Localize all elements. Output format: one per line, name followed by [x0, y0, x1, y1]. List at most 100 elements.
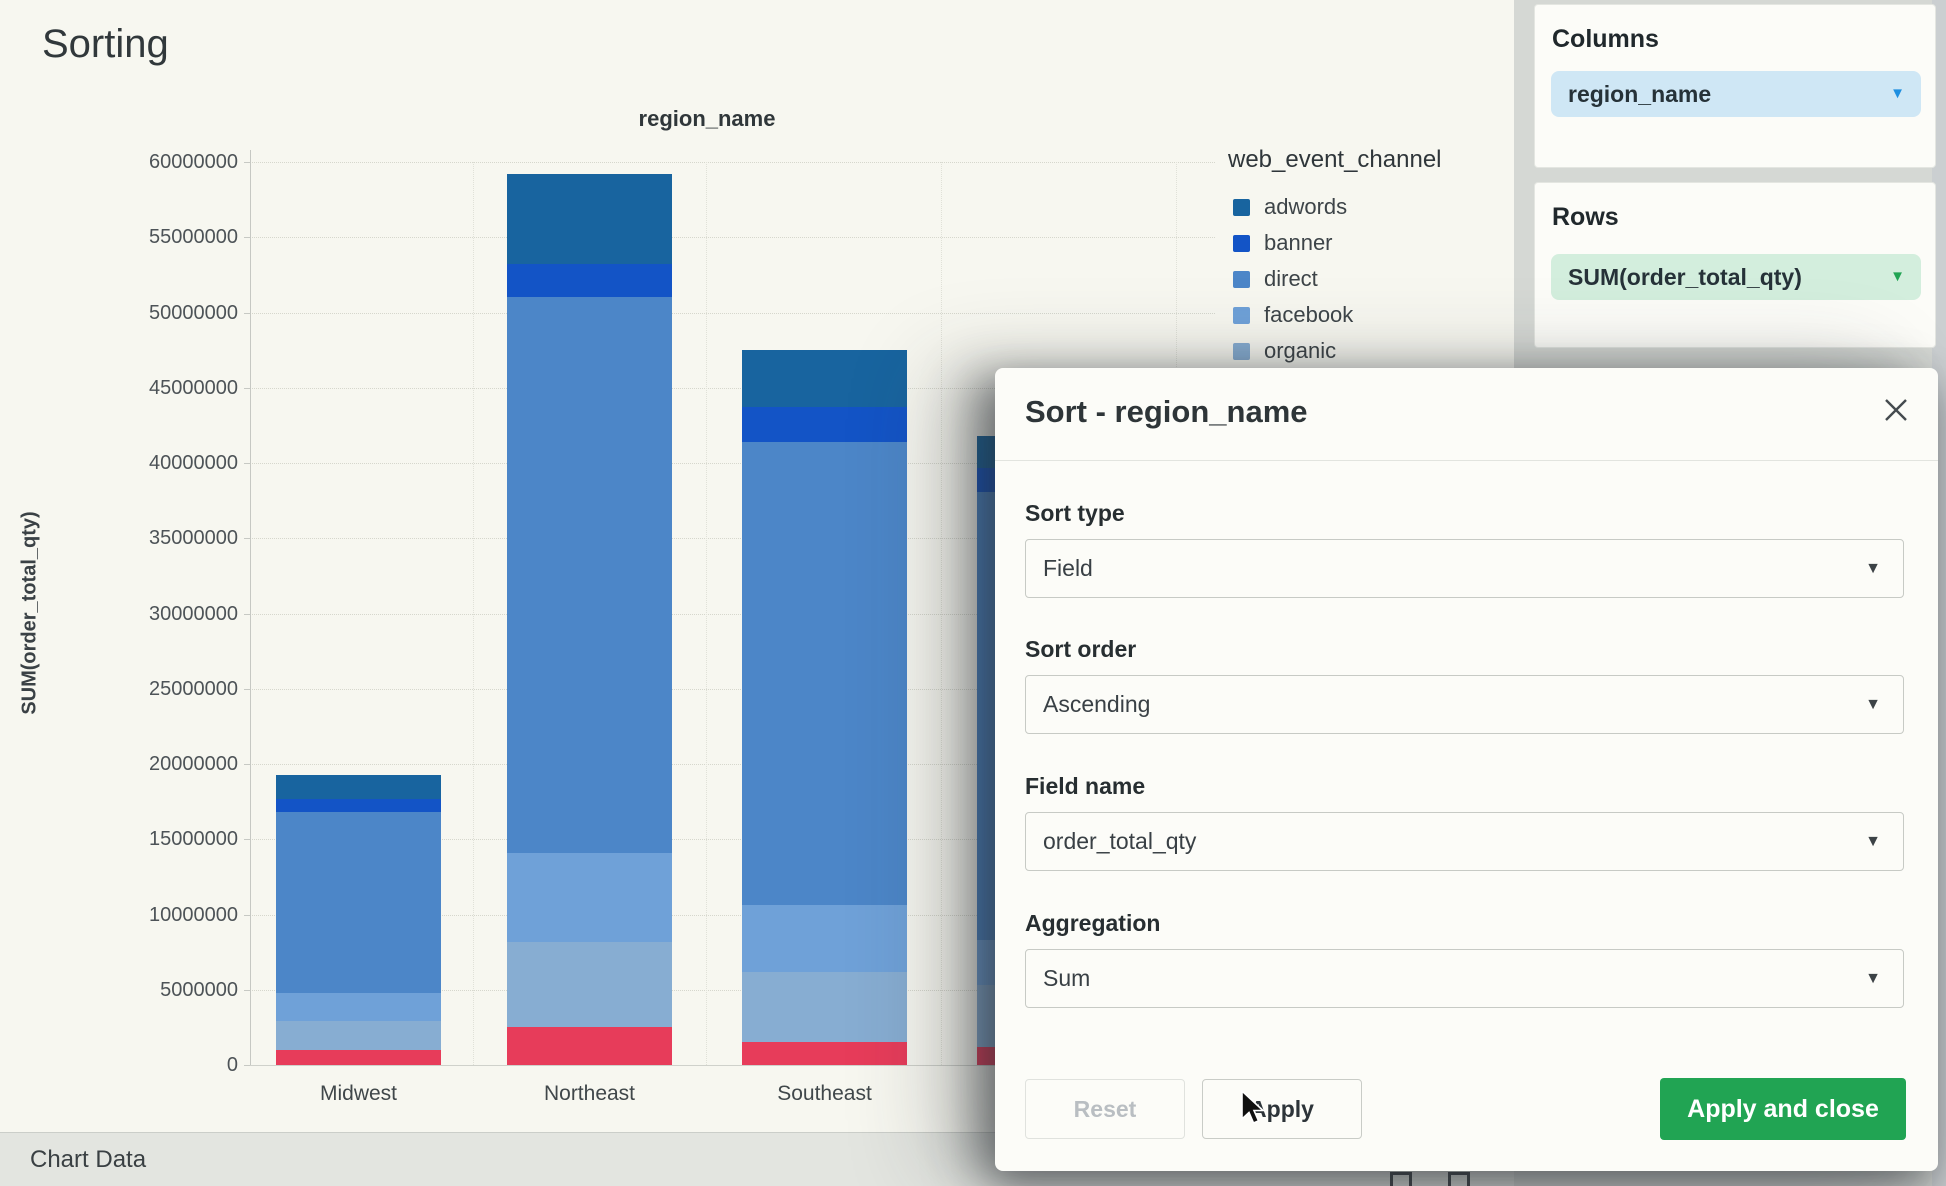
bar-Northeast-facebook[interactable] [507, 852, 672, 942]
reset-button[interactable]: Reset [1025, 1079, 1185, 1139]
chevron-down-icon: ▼ [1865, 970, 1881, 987]
legend-item-banner[interactable]: banner [1233, 230, 1333, 256]
chevron-down-icon: ▼ [1865, 560, 1881, 577]
rows-field-pill[interactable]: SUM(order_total_qty) ▼ [1551, 254, 1921, 300]
y-tick-mark [244, 989, 250, 991]
gridline [250, 688, 1215, 690]
legend-item-label: facebook [1264, 302, 1354, 327]
y-tick-label: 0 [226, 1054, 238, 1076]
mouse-cursor [1241, 1089, 1267, 1131]
sort-type-select[interactable]: Field ▼ [1025, 539, 1904, 598]
dialog-title: Sort - region_name [1025, 394, 1308, 429]
gridline [250, 538, 1215, 540]
y-tick-label: 50000000 [149, 301, 238, 324]
bar-Midwest-organic[interactable] [276, 1021, 441, 1050]
y-tick-mark [244, 463, 250, 464]
legend-item-direct[interactable]: direct [1233, 266, 1318, 292]
bar-Southeast-direct[interactable] [742, 441, 907, 906]
field-name-select[interactable]: order_total_qty ▼ [1025, 812, 1904, 871]
legend-swatch-icon [1233, 198, 1250, 216]
sort-type-label: Sort type [1025, 500, 1125, 526]
sort-order-group: Sort order Ascending ▼ [1025, 636, 1904, 734]
apply-button[interactable]: Apply [1202, 1079, 1362, 1139]
bar-Midwest-facebook[interactable] [276, 992, 441, 1022]
y-tick-label: 10000000 [149, 903, 238, 926]
y-tick-label: 20000000 [149, 753, 238, 775]
y-tick-mark [244, 688, 250, 690]
sort-order-label: Sort order [1025, 636, 1137, 662]
y-tick-label: 15000000 [149, 828, 238, 851]
bar-Midwest-banner[interactable] [276, 798, 441, 813]
y-tick-label: 35000000 [149, 527, 238, 550]
x-axis-line [250, 1065, 1215, 1066]
y-tick-label: 30000000 [149, 602, 238, 625]
gridline [250, 237, 1215, 239]
gridline [250, 463, 1215, 464]
columns-heading: Columns [1552, 25, 1659, 53]
y-tick-label: 5000000 [160, 978, 238, 1001]
y-tick-label: 55000000 [149, 226, 238, 249]
y-tick-mark [244, 312, 250, 314]
y-tick-mark [244, 914, 250, 916]
sort-order-select[interactable]: Ascending ▼ [1025, 675, 1904, 734]
legend-item-label: organic [1264, 338, 1337, 363]
legend-item-organic[interactable]: organic [1233, 338, 1336, 364]
bar-Northeast-direct[interactable] [507, 297, 672, 853]
sort-type-value: Field [1043, 555, 1093, 581]
x-tick-label: Midwest [319, 1082, 398, 1105]
bar-Southeast-adwords[interactable] [742, 350, 907, 408]
gridline-vertical [706, 162, 707, 1065]
sort-type-group: Sort type Field ▼ [1025, 500, 1904, 598]
bar-Southeast-banner[interactable] [742, 407, 907, 442]
bar-Northeast-series[interactable] [507, 1027, 672, 1065]
bar-Northeast-organic[interactable] [507, 941, 672, 1028]
y-tick-mark [244, 613, 250, 615]
columns-field-pill[interactable]: region_name ▼ [1551, 71, 1921, 117]
close-icon[interactable] [1882, 396, 1910, 424]
apply-and-close-button[interactable]: Apply and close [1660, 1078, 1906, 1140]
bar-Northeast-adwords[interactable] [507, 174, 672, 265]
legend-swatch-icon [1233, 270, 1250, 288]
chevron-down-icon[interactable]: ▼ [1890, 85, 1905, 102]
y-tick-mark [244, 237, 250, 239]
rows-field-label: SUM(order_total_qty) [1568, 264, 1802, 290]
y-tick-label: 60000000 [149, 151, 238, 173]
aggregation-value: Sum [1043, 965, 1091, 991]
field-name-value: order_total_qty [1043, 828, 1197, 854]
y-tick-mark [244, 162, 250, 163]
columns-field-label: region_name [1568, 81, 1712, 107]
dialog-divider [995, 460, 1938, 461]
gridline [250, 764, 1215, 765]
bar-Southeast-series[interactable] [742, 1042, 907, 1065]
aggregation-select[interactable]: Sum ▼ [1025, 949, 1904, 1008]
bar-Midwest-adwords[interactable] [276, 774, 441, 799]
y-tick-mark [244, 387, 250, 389]
chevron-down-icon[interactable]: ▼ [1890, 268, 1905, 285]
gridline [250, 914, 1215, 916]
aggregation-group: Aggregation Sum ▼ [1025, 910, 1904, 1008]
y-tick-mark [244, 538, 250, 540]
table-icon[interactable] [1448, 1172, 1470, 1186]
y-tick-mark [244, 764, 250, 765]
table-icon[interactable] [1390, 1172, 1412, 1186]
page-title: Sorting [42, 22, 169, 66]
bar-Midwest-direct[interactable] [276, 812, 441, 993]
rows-heading: Rows [1552, 203, 1619, 231]
rows-card: Rows SUM(order_total_qty) ▼ [1534, 182, 1936, 348]
x-tick-label: Southeast [777, 1082, 872, 1105]
y-tick-label: 25000000 [149, 677, 238, 700]
field-name-group: Field name order_total_qty ▼ [1025, 773, 1904, 871]
bar-Northeast-banner[interactable] [507, 264, 672, 298]
gridline [250, 312, 1215, 314]
y-tick-label: 40000000 [149, 452, 238, 474]
bar-Midwest-series[interactable] [276, 1049, 441, 1065]
legend-item-facebook[interactable]: facebook [1233, 302, 1353, 328]
aggregation-label: Aggregation [1025, 910, 1161, 936]
bar-Southeast-facebook[interactable] [742, 905, 907, 972]
legend-item-adwords[interactable]: adwords [1233, 194, 1347, 220]
bar-Southeast-organic[interactable] [742, 971, 907, 1043]
legend-item-label: direct [1264, 266, 1318, 291]
legend-item-label: banner [1264, 230, 1333, 255]
chevron-down-icon: ▼ [1865, 696, 1881, 713]
